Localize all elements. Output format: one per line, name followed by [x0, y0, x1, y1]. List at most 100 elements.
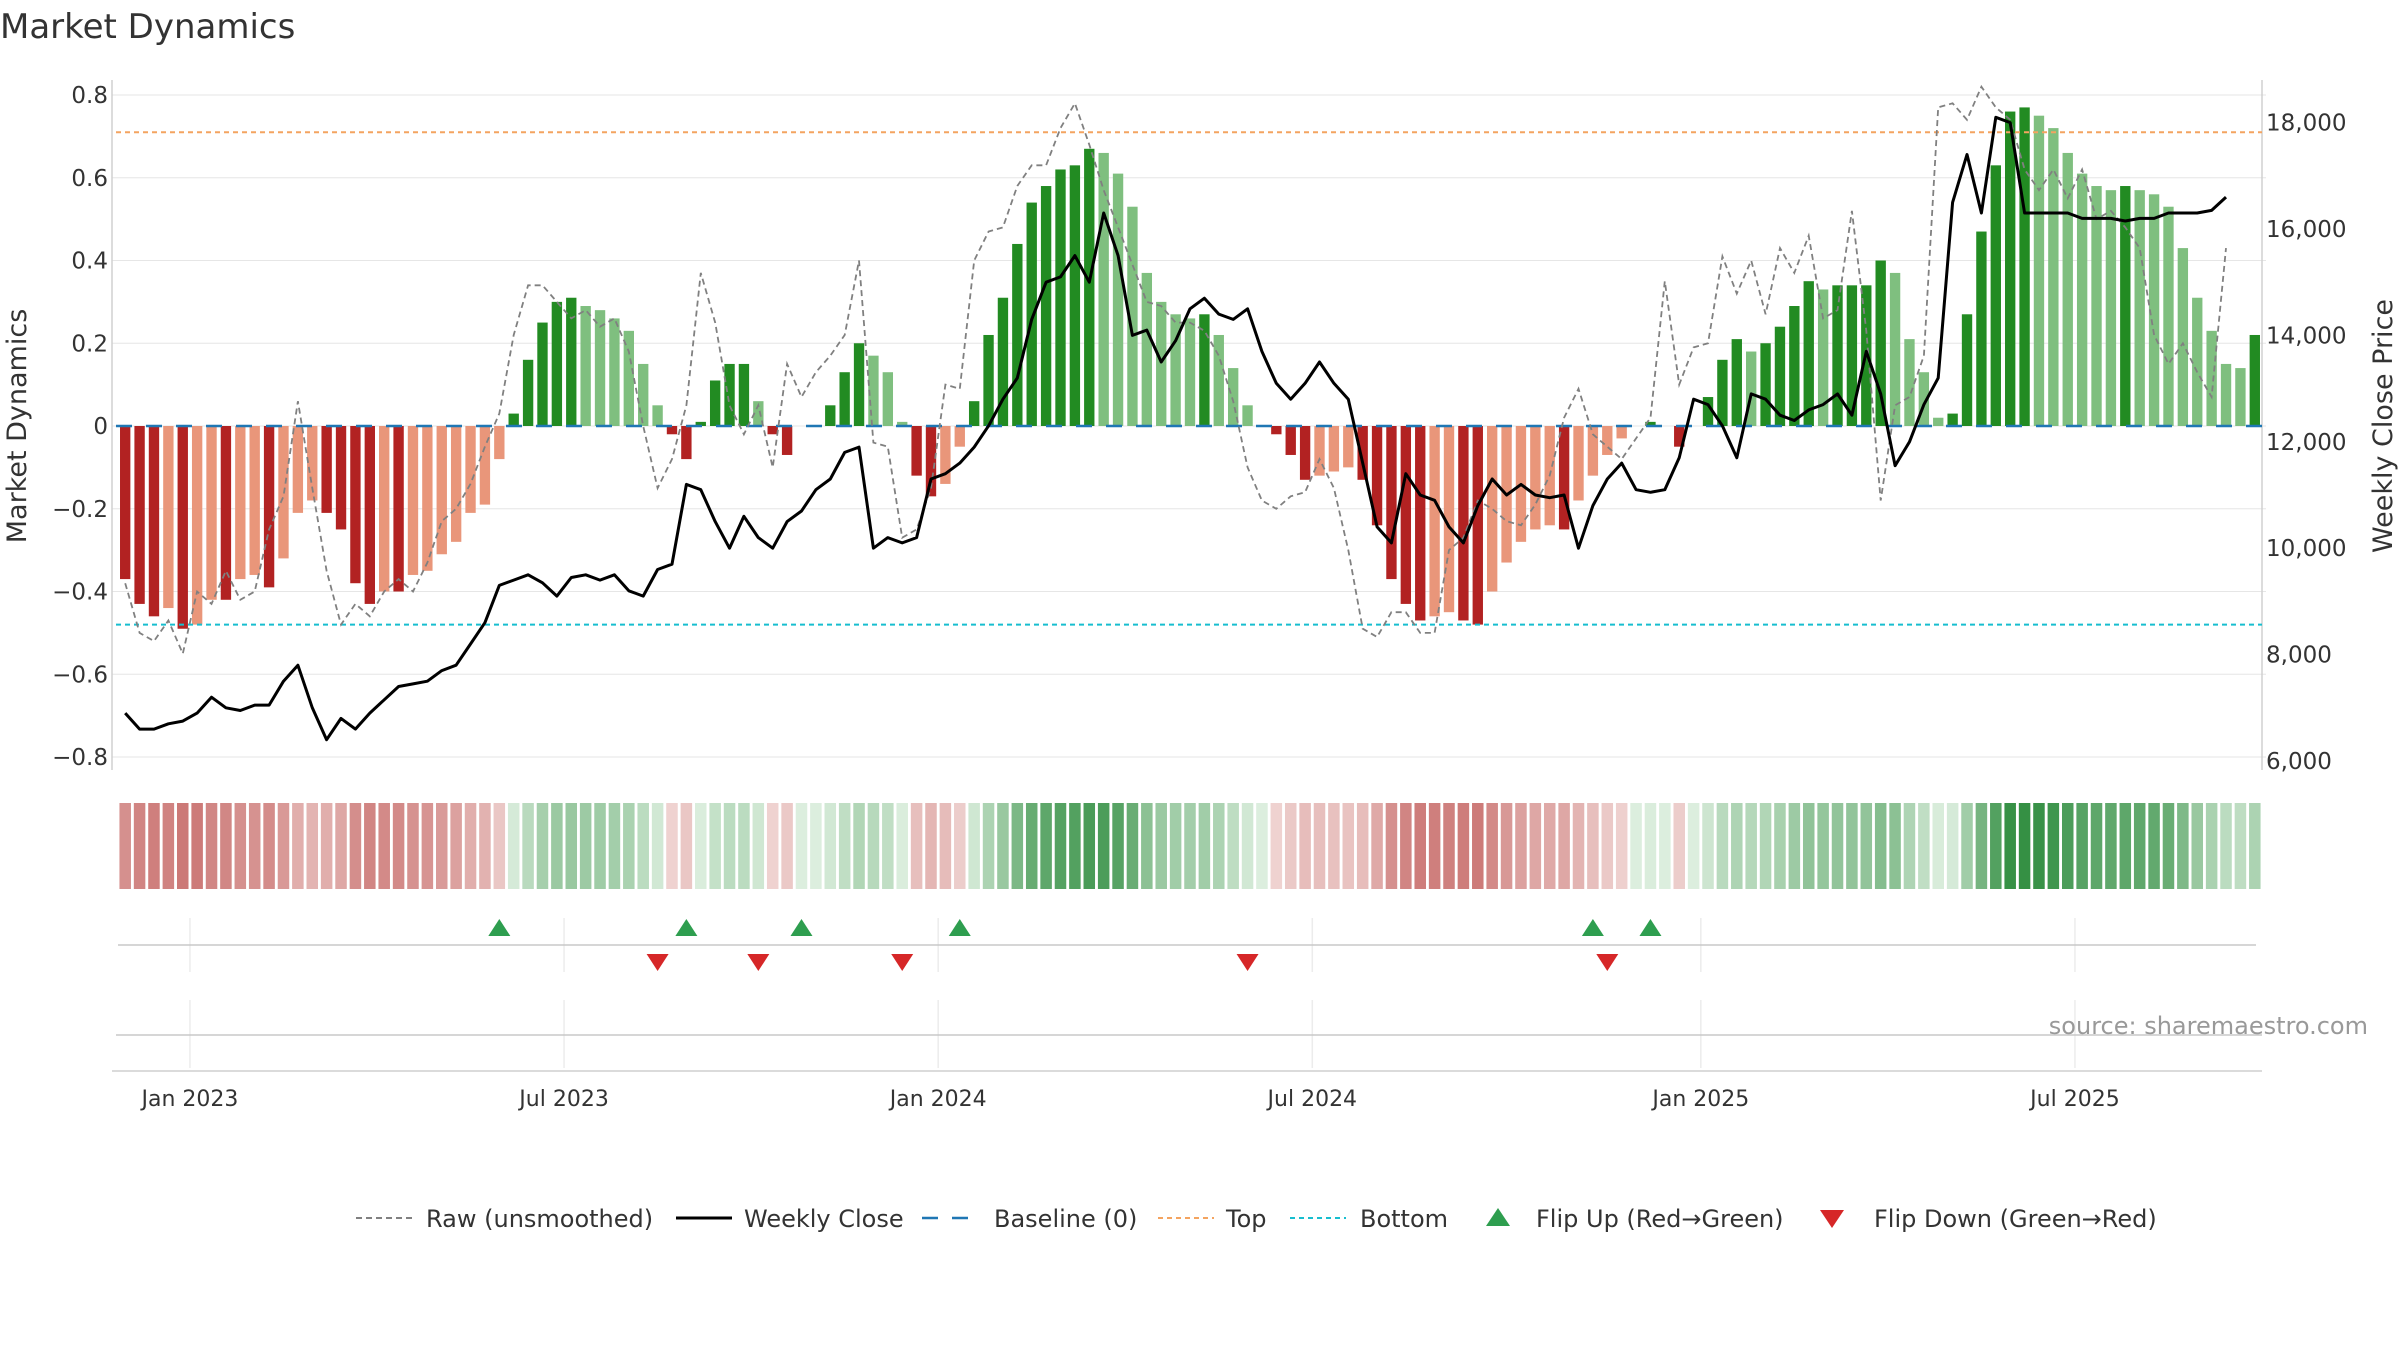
- flip-up-marker: [488, 919, 511, 936]
- md-bar: [1616, 426, 1627, 439]
- md-bar: [1789, 306, 1800, 426]
- regime-cell: [795, 803, 808, 889]
- regime-cell: [608, 803, 621, 889]
- md-bar: [638, 363, 649, 426]
- flip-up-marker: [675, 919, 698, 936]
- regime-cell: [1443, 803, 1455, 889]
- md-bar: [1141, 272, 1153, 426]
- regime-cell: [1097, 803, 1110, 889]
- regime-cell: [1558, 803, 1570, 889]
- regime-cell: [1831, 803, 1844, 889]
- regime-cell: [1759, 803, 1772, 889]
- md-bar: [1084, 148, 1095, 426]
- md-bar: [1285, 426, 1296, 455]
- regime-cell: [752, 803, 765, 889]
- md-bar: [853, 343, 865, 426]
- md-bar: [2062, 152, 2073, 427]
- regime-cell: [1990, 803, 2002, 889]
- md-bar: [2192, 297, 2203, 426]
- regime-cell: [551, 803, 563, 889]
- regime-cell: [148, 803, 160, 889]
- md-bar: [364, 426, 375, 604]
- regime-cell: [939, 803, 952, 889]
- regime-cell: [867, 803, 880, 889]
- y-tick-right: 16,000: [2266, 217, 2346, 243]
- regime-cell: [2004, 803, 2016, 889]
- md-bar: [767, 426, 778, 435]
- y-tick-right: 8,000: [2266, 643, 2332, 669]
- md-bar: [393, 426, 404, 592]
- flip-up-marker: [790, 919, 813, 936]
- regime-cell: [1457, 803, 1470, 889]
- regime-cell: [1615, 803, 1628, 889]
- regime-cell: [1025, 803, 1038, 889]
- md-bar: [1271, 426, 1282, 435]
- legend-label: Baseline (0): [994, 1205, 1137, 1233]
- md-bar: [1875, 260, 1886, 426]
- md-bar: [1227, 368, 1239, 426]
- regime-cell: [133, 803, 146, 889]
- regime-cell: [1428, 803, 1441, 889]
- flip-up-marker: [1639, 919, 1662, 936]
- x-tick-label: Jan 2025: [1650, 1087, 1749, 1112]
- md-bar: [1371, 426, 1383, 526]
- md-bar: [566, 297, 577, 426]
- md-bar: [1343, 426, 1354, 468]
- regime-cell: [954, 803, 966, 889]
- md-bar: [1976, 231, 1987, 426]
- legend-label: Flip Down (Green→Red): [1874, 1205, 2157, 1233]
- legend-label: Raw (unsmoothed): [426, 1205, 653, 1233]
- regime-cell: [896, 803, 908, 889]
- regime-cell: [436, 803, 448, 889]
- y-tick-right: 6,000: [2266, 749, 2332, 775]
- source-note: source: sharemaestro.com: [2049, 1012, 2368, 1040]
- md-bar: [2019, 107, 2030, 426]
- md-bar: [120, 426, 131, 580]
- md-bar: [940, 426, 951, 484]
- regime-cell: [1817, 803, 1829, 889]
- regime-cell: [205, 803, 218, 889]
- x-tick-label: Jul 2024: [1266, 1087, 1358, 1112]
- regime-cell: [320, 803, 333, 889]
- regime-cell: [1313, 803, 1326, 889]
- regime-cell: [2119, 803, 2132, 889]
- md-bar: [1098, 152, 1109, 427]
- y-tick-left: −0.6: [52, 662, 108, 688]
- md-bar: [479, 426, 491, 505]
- regime-cell: [1472, 803, 1484, 889]
- regime-cell: [1644, 803, 1657, 889]
- md-bar: [1184, 318, 1196, 426]
- regime-cell: [680, 803, 693, 889]
- regime-cell: [1385, 803, 1398, 889]
- md-bar: [220, 426, 232, 600]
- md-bar: [1760, 343, 1771, 426]
- regime-cell: [1198, 803, 1211, 889]
- regime-cell: [1356, 803, 1369, 889]
- legend-label: Top: [1225, 1205, 1267, 1233]
- regime-cell: [1213, 803, 1225, 889]
- md-bar: [1443, 426, 1455, 613]
- regime-cell: [364, 803, 376, 889]
- regime-cell: [1241, 803, 1254, 889]
- regime-cell: [1731, 803, 1743, 889]
- regime-cell: [1040, 803, 1052, 889]
- md-bar: [191, 426, 203, 625]
- y-axis-label-left: Market Dynamics: [2, 309, 33, 544]
- md-bar: [321, 426, 332, 513]
- regime-cell: [882, 803, 894, 889]
- md-bar: [2220, 363, 2232, 426]
- regime-cell: [1155, 803, 1167, 889]
- regime-cell: [1601, 803, 1614, 889]
- regime-cell: [306, 803, 319, 889]
- regime-cell: [637, 803, 649, 889]
- regime-cell: [1659, 803, 1671, 889]
- regime-cell: [2133, 803, 2146, 889]
- y-tick-right: 10,000: [2266, 536, 2346, 562]
- regime-cell: [119, 803, 131, 889]
- regime-cell: [623, 803, 635, 889]
- regime-cell: [1342, 803, 1355, 889]
- legend-label: Bottom: [1360, 1205, 1448, 1233]
- regime-cell: [2090, 803, 2103, 889]
- y-tick-left: 0.4: [71, 249, 108, 275]
